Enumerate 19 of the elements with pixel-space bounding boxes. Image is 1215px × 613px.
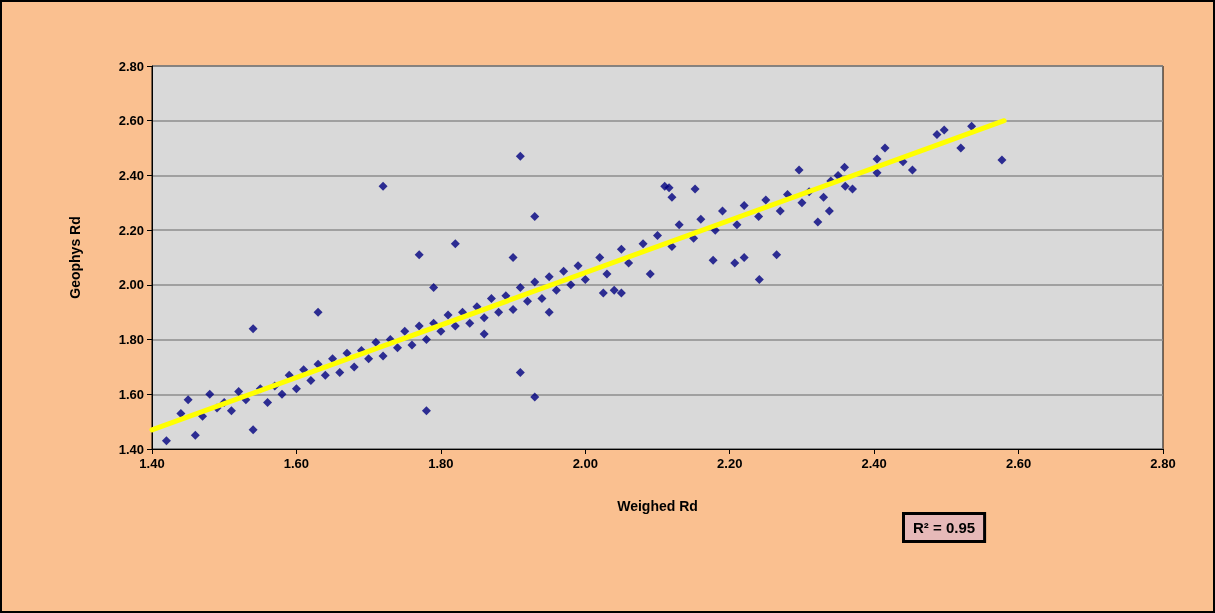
y-tick-label: 2.60 — [118, 113, 144, 129]
y-tick-label: 2.40 — [118, 167, 144, 183]
x-tick-label: 2.60 — [1005, 456, 1032, 471]
x-tick-label: 2.20 — [717, 456, 743, 471]
text: R² = 0.95 — [913, 519, 976, 536]
y-tick-label: 1.40 — [118, 441, 144, 457]
y-tick-label: 1.60 — [118, 386, 144, 402]
x-tick-label: 2.00 — [572, 456, 598, 471]
x-tick-label: 2.80 — [1150, 456, 1176, 471]
x-tick-label: 1.80 — [428, 456, 454, 471]
y-tick-label: 2.80 — [118, 58, 144, 74]
y-tick-label: 2.20 — [118, 222, 144, 238]
y-axis-title: Geophys Rd — [67, 216, 83, 299]
x-tick-label: 1.60 — [283, 456, 310, 471]
y-tick-label: 1.80 — [118, 332, 144, 348]
x-tick-label: 1.40 — [139, 456, 165, 471]
x-axis-title: Weighed Rd — [617, 498, 698, 514]
x-tick-label: 2.40 — [861, 456, 887, 471]
y-tick-label: 2.00 — [118, 277, 144, 293]
